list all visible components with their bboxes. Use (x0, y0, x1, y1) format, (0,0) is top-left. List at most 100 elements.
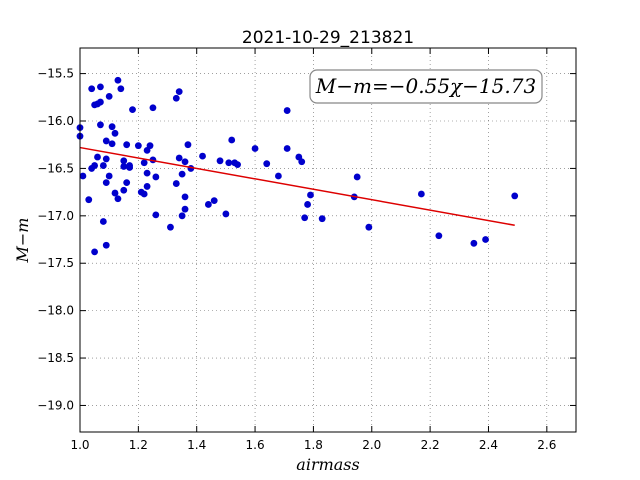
data-point (216, 157, 224, 165)
data-point (482, 236, 489, 243)
fit-line-group (79, 146, 515, 226)
data-point (126, 162, 133, 169)
data-point (99, 218, 107, 225)
legend-box: M−m=−0.55χ−15.73 (309, 69, 543, 104)
data-points (76, 76, 519, 256)
data-point (234, 161, 241, 169)
x-axis-label: airmass (296, 455, 359, 474)
data-point (178, 212, 186, 220)
legend-frame (309, 69, 543, 104)
data-point (149, 104, 157, 112)
data-point (111, 129, 119, 137)
fit-line (79, 146, 515, 226)
data-point (111, 189, 119, 197)
data-point (102, 155, 110, 163)
data-point (175, 88, 183, 96)
data-point (225, 159, 233, 167)
data-point (353, 173, 361, 181)
data-point (172, 94, 180, 102)
data-point (123, 179, 131, 187)
fit-equation: M−m=−0.55χ−15.73 (315, 74, 536, 98)
data-point (184, 141, 192, 149)
y-tick-label: −16.5 (37, 161, 74, 175)
data-point (85, 196, 93, 204)
data-point (108, 140, 116, 148)
data-point (102, 241, 110, 249)
data-point (283, 145, 291, 152)
data-point (435, 232, 443, 240)
y-axis-label: M−m (13, 218, 32, 264)
data-point (181, 193, 189, 201)
x-tick-label: 1.8 (304, 438, 323, 452)
data-point (204, 201, 212, 208)
data-point (181, 205, 189, 213)
x-tick-label: 1.0 (70, 438, 89, 452)
data-point (114, 76, 122, 84)
x-tick-label: 2.6 (537, 438, 556, 452)
data-point (210, 197, 218, 205)
x-tick-label: 2.2 (421, 438, 440, 452)
data-point (105, 92, 113, 100)
data-point (470, 239, 478, 247)
data-point (167, 223, 174, 231)
plot-frame (79, 47, 577, 433)
grid-lines (79, 48, 576, 432)
chart-title: 2021-10-29_213821 (242, 28, 414, 48)
data-point (301, 214, 309, 222)
data-point (120, 186, 128, 194)
x-tick-label: 2.0 (362, 438, 381, 452)
data-point (97, 83, 104, 91)
data-point (114, 195, 122, 203)
data-point (304, 201, 311, 208)
data-point (365, 223, 373, 231)
data-point (91, 162, 98, 169)
data-point (117, 85, 125, 93)
y-tick-label: −18.0 (37, 304, 74, 318)
data-point (318, 215, 326, 223)
data-point (251, 145, 259, 152)
y-tick-label: −17.0 (37, 209, 74, 223)
y-tick-label: −19.0 (37, 398, 74, 412)
data-point (181, 158, 189, 166)
data-point (134, 142, 142, 150)
data-point (140, 190, 148, 198)
data-point (511, 192, 519, 200)
data-point (102, 179, 110, 187)
data-point (88, 85, 96, 93)
data-point (79, 172, 87, 180)
data-point (97, 98, 104, 106)
data-point (307, 191, 314, 199)
y-tick-label: −16.0 (37, 114, 74, 128)
data-point (263, 160, 271, 168)
y-tick-label: −17.5 (37, 256, 74, 270)
data-point (120, 163, 128, 170)
data-point (228, 136, 236, 144)
data-point (283, 107, 291, 114)
data-point (152, 173, 160, 181)
data-point (105, 172, 113, 180)
data-point (140, 159, 148, 167)
x-tick-label: 1.4 (187, 438, 206, 452)
y-tick-label: −18.5 (37, 351, 74, 365)
data-point (275, 172, 282, 180)
data-point (91, 248, 98, 256)
data-point (143, 183, 151, 190)
data-point (120, 157, 128, 165)
data-point (102, 137, 110, 145)
data-point (108, 123, 116, 131)
data-point (298, 158, 306, 166)
data-point (143, 169, 151, 177)
data-point (178, 170, 186, 178)
data-point (123, 141, 131, 149)
axis-ticks: 1.0 1.2 1.4 1.6 1.8 2.0 2.2 2.4 2.6 −15.5 −16.0 −16… (37, 48, 576, 452)
x-tick-label: 1.2 (129, 438, 148, 452)
data-point (175, 154, 183, 162)
data-point (199, 152, 206, 160)
data-point (99, 162, 107, 169)
data-point (97, 121, 104, 129)
y-tick-label: −15.5 (37, 67, 74, 81)
data-point (94, 153, 101, 161)
data-point (172, 180, 180, 187)
data-point (129, 106, 136, 114)
